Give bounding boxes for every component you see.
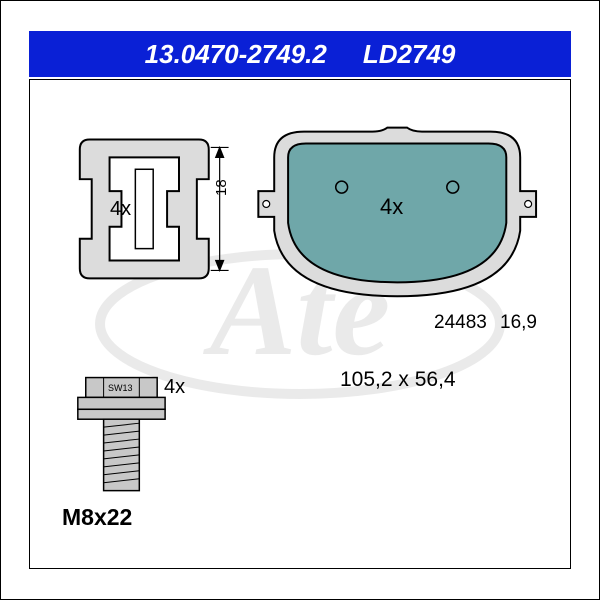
pad-thickness: 16,9 bbox=[500, 312, 537, 334]
bolt-hex-label: SW13 bbox=[108, 383, 133, 393]
clip-thickness-dim bbox=[211, 147, 229, 270]
part-number-primary: 13.0470-2749.2 bbox=[145, 39, 327, 70]
technical-drawing bbox=[30, 80, 570, 568]
diagram-area: Ate bbox=[29, 79, 571, 569]
pad-dimensions: 105,2 x 56,4 bbox=[340, 368, 456, 392]
clip-drawing bbox=[80, 140, 209, 279]
clip-thickness-label: 18 bbox=[213, 179, 230, 196]
bolt-drawing bbox=[78, 378, 165, 491]
clip-qty-label: 4x bbox=[110, 198, 131, 221]
pad-ref-number: 24483 bbox=[434, 312, 487, 334]
part-number-secondary: LD2749 bbox=[363, 39, 456, 70]
canvas: 13.0470-2749.2 LD2749 Ate bbox=[0, 0, 600, 600]
bolt-spec: M8x22 bbox=[62, 504, 132, 531]
bolt-qty-label: 4x bbox=[164, 376, 185, 399]
pad-qty-label: 4x bbox=[380, 194, 403, 220]
header-bar: 13.0470-2749.2 LD2749 bbox=[29, 31, 571, 77]
